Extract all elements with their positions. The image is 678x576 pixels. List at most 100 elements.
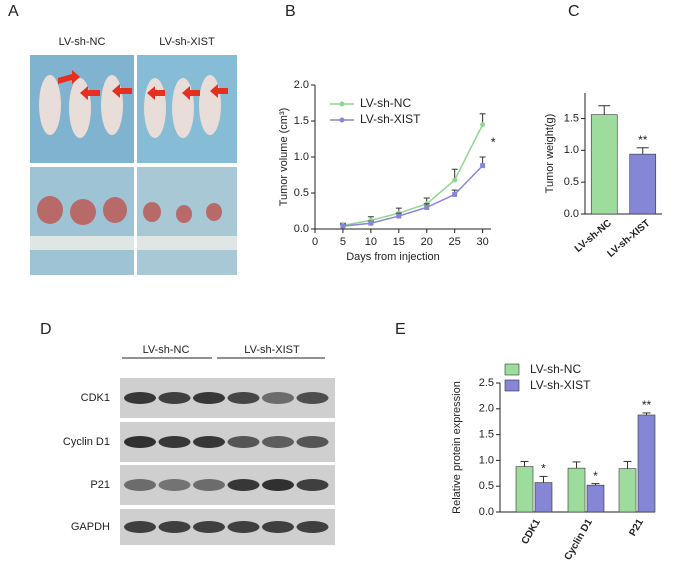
y-tick-label: 2.5: [479, 377, 494, 389]
blot-band: [227, 479, 260, 491]
legend-swatch: [504, 363, 520, 376]
bar: [618, 468, 637, 513]
y-tick-label: 0.0: [564, 208, 579, 220]
blot-band: [296, 436, 329, 448]
x-axis-label: Days from injection: [346, 251, 440, 263]
blot-band: [158, 479, 191, 491]
x-tick-label: CDK1: [520, 517, 543, 546]
bar: [590, 114, 618, 215]
series-line: [342, 124, 484, 227]
blot-band: [262, 521, 294, 533]
point: [452, 177, 458, 183]
group-label: LV-sh-XIST: [244, 344, 300, 356]
point: [452, 191, 458, 197]
panel-label: A: [8, 3, 19, 20]
annotation: *: [491, 135, 496, 150]
panel-label: C: [568, 3, 580, 20]
y-tick-label: 1.5: [294, 115, 309, 127]
blot-band: [124, 479, 156, 491]
legend-label: LV-sh-XIST: [360, 112, 421, 126]
blot-band: [124, 521, 156, 533]
y-tick-label: 2.0: [294, 79, 309, 91]
panel-label: E: [395, 321, 406, 338]
y-axis-label: Tumor volume (cm³): [278, 108, 290, 207]
bar: [637, 414, 656, 513]
blot-band: [262, 392, 294, 404]
legend-label: LV-sh-NC: [530, 362, 581, 376]
x-tick-label: Cyclin D1: [563, 517, 596, 562]
group-label: LV-sh-NC: [143, 344, 190, 356]
x-tick-label: 20: [421, 236, 433, 248]
y-tick-label: 0.0: [294, 223, 309, 235]
row-label: P21: [90, 479, 110, 491]
blot-band: [193, 521, 225, 533]
x-tick-label: 5: [340, 236, 346, 248]
group-label: LV-sh-NC: [59, 36, 106, 48]
blot-band: [193, 392, 225, 404]
blot-band: [193, 436, 225, 448]
y-tick-label: 1.5: [564, 112, 579, 124]
y-tick-label: 2.0: [479, 403, 494, 415]
annotation: *: [541, 462, 546, 476]
bar: [567, 467, 586, 513]
x-tick-label: 10: [365, 236, 377, 248]
y-axis-label: Tumor weight(g): [544, 114, 556, 194]
x-tick-label: 15: [393, 236, 405, 248]
point: [480, 163, 486, 169]
bar: [629, 153, 657, 215]
y-tick-label: 0.5: [294, 187, 309, 199]
x-tick-label: 25: [449, 236, 461, 248]
annotation: **: [638, 133, 648, 147]
blot-band: [158, 521, 191, 533]
y-tick-label: 1.0: [564, 144, 579, 156]
x-tick-label: P21: [627, 517, 646, 538]
blot-band: [124, 392, 156, 404]
y-tick-label: 0.5: [479, 480, 494, 492]
y-tick-label: 1.0: [294, 151, 309, 163]
y-axis-label: Relative protein expression: [451, 381, 463, 514]
point: [368, 220, 374, 226]
point: [340, 223, 346, 229]
group-label: LV-sh-XIST: [159, 36, 215, 48]
blot-band: [262, 479, 294, 491]
blot-band: [296, 392, 329, 404]
blot-band: [158, 392, 191, 404]
legend-marker: [339, 117, 345, 123]
point: [480, 122, 486, 128]
y-tick-label: 0.5: [564, 176, 579, 188]
blot-band: [296, 479, 329, 491]
blot-band: [193, 479, 225, 491]
blot-band: [227, 392, 260, 404]
y-tick-label: 0.0: [479, 506, 494, 518]
point: [396, 213, 402, 219]
legend-swatch: [504, 379, 520, 392]
x-tick-label: LV-sh-XIST: [605, 218, 652, 260]
bar: [586, 484, 605, 513]
blot-band: [296, 521, 329, 533]
annotation: *: [593, 469, 598, 483]
blot-band: [227, 436, 260, 448]
legend-marker: [339, 101, 345, 107]
legend-label: LV-sh-NC: [360, 96, 411, 110]
point: [424, 204, 430, 210]
row-label: CDK1: [81, 392, 110, 404]
panel-label: D: [40, 321, 52, 338]
blot-band: [262, 436, 294, 448]
blot-band: [158, 436, 191, 448]
bar: [534, 482, 553, 513]
row-label: GAPDH: [71, 521, 110, 533]
y-tick-label: 1.0: [479, 454, 494, 466]
row-label: Cyclin D1: [63, 436, 110, 448]
series-line: [342, 165, 484, 227]
western-blot: [120, 378, 335, 545]
annotation: **: [642, 398, 652, 412]
x-tick-label: 30: [476, 236, 488, 248]
blot-band: [124, 436, 156, 448]
legend-label: LV-sh-XIST: [530, 378, 591, 392]
x-tick-label: 0: [312, 236, 318, 248]
blot-band: [227, 521, 260, 533]
bar: [515, 466, 534, 513]
y-tick-label: 1.5: [479, 429, 494, 441]
mouse-photos: [30, 55, 237, 275]
